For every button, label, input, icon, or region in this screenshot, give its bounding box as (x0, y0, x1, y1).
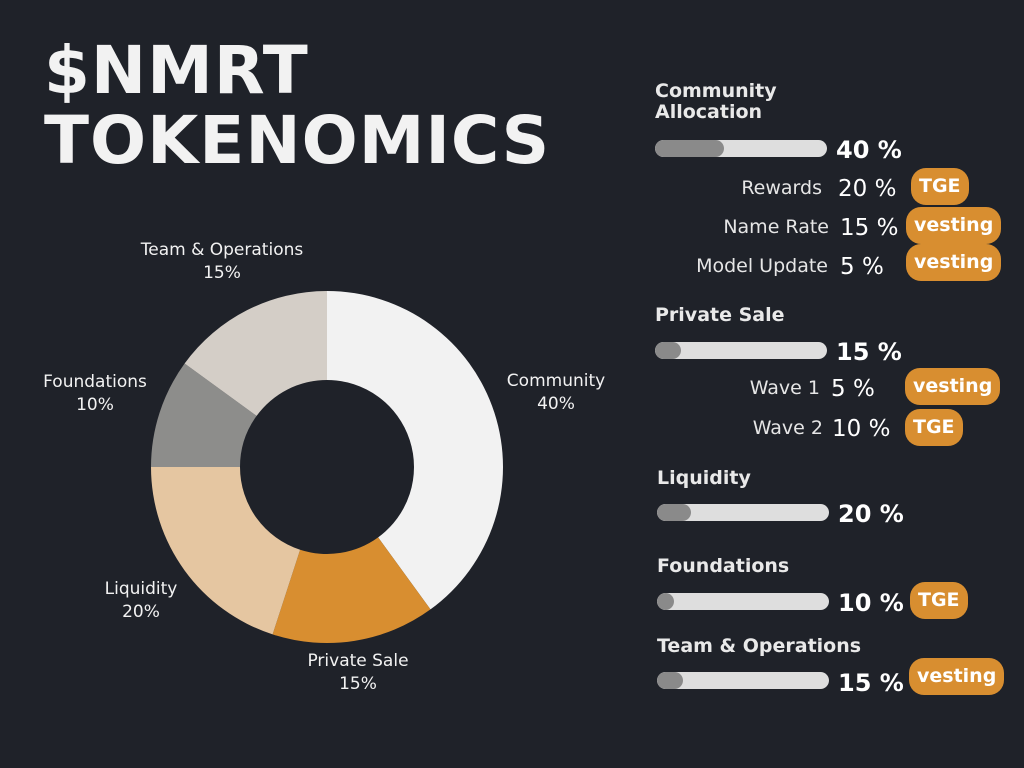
progress-bar-fill (657, 593, 675, 610)
progress-bar-fill (655, 140, 724, 157)
percent-liquidity: 20 % (838, 500, 904, 528)
slice-label-name: Community (506, 371, 606, 391)
slice-label-community: Community 40% (507, 370, 605, 416)
sub-percent-rewards: 20 % (838, 176, 897, 202)
tag-team-operations: vesting (909, 658, 1005, 695)
tag-foundations: TGE (910, 582, 968, 619)
slice-label-team-operations: Team & Operations 15% (141, 239, 303, 285)
donut-slice-foundations (151, 363, 257, 467)
progress-bar-fill (657, 504, 692, 521)
sub-name-model-update: Model Update (696, 255, 828, 277)
sub-percent-wave-2: 10 % (832, 416, 891, 442)
tag-wave-1: vesting (905, 368, 1001, 405)
slice-label-liquidity: Liquidity 20% (105, 578, 178, 624)
section-title-community: Community Allocation (655, 81, 805, 123)
slice-label-private-sale: Private Sale 15% (307, 650, 408, 696)
sub-name-rewards: Rewards (741, 177, 822, 199)
section-title-team-operations: Team & Operations (657, 635, 862, 657)
percent-team-operations: 15 % (838, 669, 904, 697)
sub-name-name-rate: Name Rate (723, 216, 829, 238)
slice-label-name: Liquidity (104, 579, 178, 599)
tag-name-rate: vesting (906, 207, 1002, 244)
progress-bar-community (655, 140, 827, 157)
page-title: $NMRT TOKENOMICS (44, 36, 550, 176)
donut-slice-community (327, 291, 503, 610)
progress-bar-liquidity (657, 504, 829, 521)
percent-private-sale: 15 % (836, 338, 902, 366)
slice-label-foundations: Foundations 10% (43, 371, 147, 417)
slice-label-name: Private Sale (307, 651, 409, 671)
progress-bar-fill (657, 672, 683, 689)
section-title-liquidity: Liquidity (657, 467, 751, 489)
slice-label-value: 40% (537, 394, 575, 414)
donut-slice-team-operations (184, 291, 327, 416)
progress-bar-foundations (657, 593, 829, 610)
tag-wave-2: TGE (905, 409, 963, 446)
title-line-2: TOKENOMICS (44, 102, 551, 179)
section-title-text: Community Allocation (655, 80, 777, 123)
sub-name-wave-2: Wave 2 (752, 417, 823, 439)
slice-label-value: 15% (203, 263, 241, 283)
sub-percent-model-update: 5 % (840, 254, 884, 280)
sub-percent-name-rate: 15 % (840, 215, 899, 241)
slice-label-name: Team & Operations (140, 240, 304, 260)
progress-bar-team-operations (657, 672, 829, 689)
percent-foundations: 10 % (838, 589, 904, 617)
title-line-1: $NMRT (44, 32, 309, 109)
tag-model-update: vesting (906, 244, 1002, 281)
section-title-foundations: Foundations (657, 555, 790, 577)
tag-rewards: TGE (911, 168, 969, 205)
donut-slice-private-sale (272, 537, 431, 643)
slice-label-value: 15% (339, 674, 377, 694)
slice-label-value: 10% (76, 395, 114, 415)
progress-bar-fill (655, 342, 681, 359)
percent-community: 40 % (836, 136, 902, 164)
donut-slice-liquidity (151, 467, 301, 635)
slice-label-name: Foundations (43, 372, 147, 392)
slice-label-value: 20% (122, 602, 160, 622)
sub-percent-wave-1: 5 % (831, 376, 875, 402)
progress-bar-private-sale (655, 342, 827, 359)
section-title-private-sale: Private Sale (655, 304, 785, 326)
sub-name-wave-1: Wave 1 (749, 377, 820, 399)
